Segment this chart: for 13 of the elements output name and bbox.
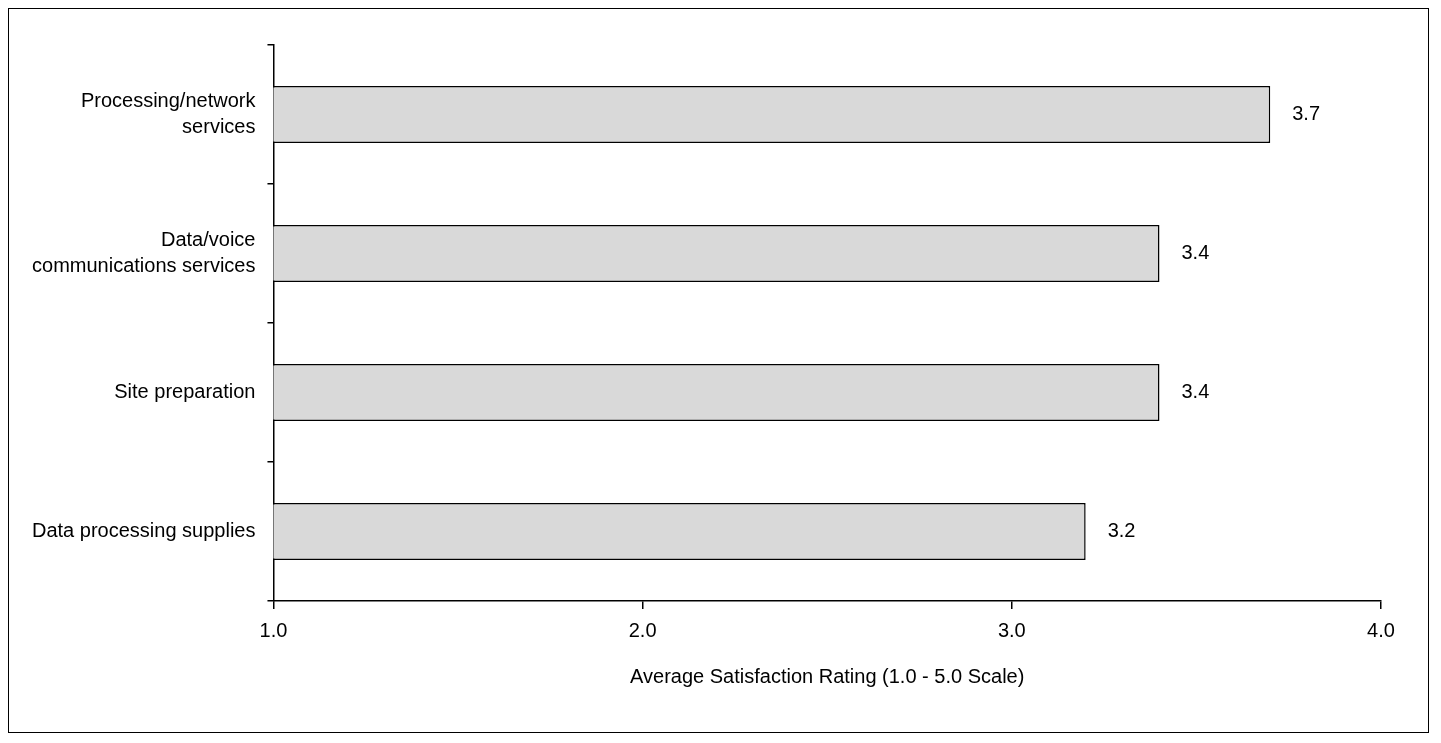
x-tick-label: 3.0 (997, 618, 1026, 641)
data-label: 3.4 (1181, 241, 1210, 264)
x-tick-label: 2.0 (628, 618, 657, 641)
y-tick-label: Data processing supplies (31, 519, 256, 542)
x-axis-title: Average Satisfaction Rating (1.0 - 5.0 Scale) (630, 664, 1025, 687)
y-tick-label: Site preparation (114, 380, 256, 403)
data-label: 3.2 (1107, 519, 1136, 542)
y-tick-label: Data/voice communications services (32, 228, 256, 277)
x-tick-label: 4.0 (1367, 618, 1395, 641)
y-tick-label: Processing/network services (80, 89, 257, 138)
data-label: 3.7 (1292, 102, 1321, 125)
x-tick-label: 1.0 (259, 618, 288, 641)
data-label: 3.4 (1181, 380, 1210, 403)
